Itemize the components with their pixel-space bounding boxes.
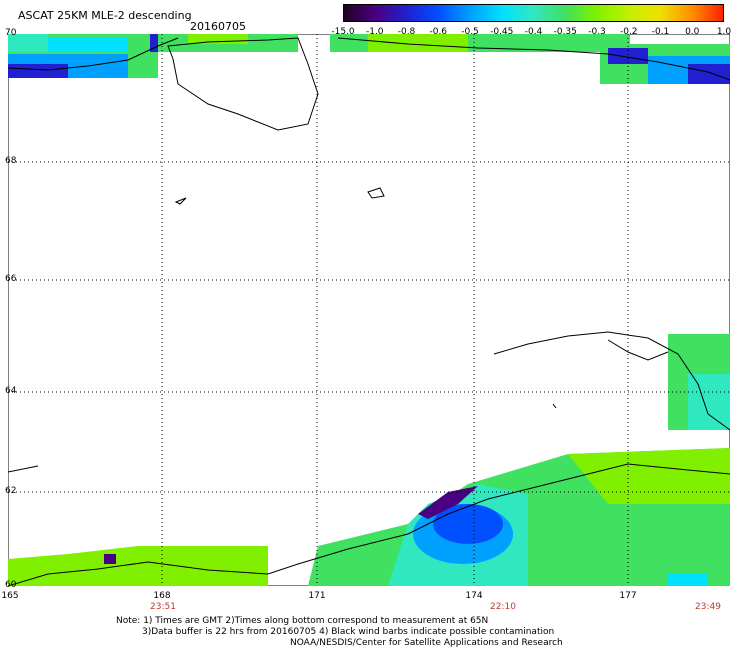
wind-swath-south xyxy=(8,448,730,586)
lat-label-64: 64 xyxy=(5,386,17,396)
colorbar-tick-label: -15.0 xyxy=(331,27,355,37)
map-panel xyxy=(8,34,730,586)
lon-label-171: 171 xyxy=(308,591,326,601)
colorbar-tick-label: -0.45 xyxy=(490,27,514,37)
wind-swath-east xyxy=(668,334,730,430)
coastlines xyxy=(8,37,730,586)
lon-label-168: 168 xyxy=(153,591,171,601)
colorbar-tick-label: -1.0 xyxy=(365,27,384,37)
colorbar-tick-label: -0.8 xyxy=(397,27,416,37)
wind-swath-northwest xyxy=(8,34,298,78)
wind-swath-northeast xyxy=(330,34,730,84)
colorbar-tick-label: -0.5 xyxy=(461,27,479,37)
lon-label-177: 177 xyxy=(619,591,637,601)
note-line-2: 3)Data buffer is 22 hrs from 20160705 4)… xyxy=(142,627,555,637)
time-label-1: 23:51 xyxy=(150,602,176,612)
map-date: 20160705 xyxy=(190,20,246,33)
lat-label-62: 62 xyxy=(5,486,17,496)
colorbar xyxy=(343,4,724,22)
map-canvas xyxy=(8,34,730,586)
lat-label-66: 66 xyxy=(5,274,17,284)
colorbar-labels: -15.0 -1.0 -0.8 -0.6 -0.5 -0.45 -0.4 -0.35 -0.3 -… xyxy=(331,27,732,39)
lon-label-165: 165 xyxy=(1,591,19,601)
colorbar-tick-label: 1.0 xyxy=(716,27,732,37)
colorbar-tick-label: 0.0 xyxy=(685,27,700,37)
colorbar-tick-label: -0.2 xyxy=(619,27,638,37)
colorbar-tick-label: -0.3 xyxy=(588,27,606,37)
note-line-1: Note: 1) Times are GMT 2)Times along bot… xyxy=(116,616,489,626)
colorbar-tick-label: -0.35 xyxy=(553,27,577,37)
note-line-3: NOAA/NESDIS/Center for Satellite Applica… xyxy=(290,638,563,648)
lon-label-174: 174 xyxy=(465,591,483,601)
colorbar-tick-label: -0.1 xyxy=(651,27,670,37)
time-label-2: 22:10 xyxy=(490,602,516,612)
lat-label-68: 68 xyxy=(5,156,17,166)
lat-label-60: 60 xyxy=(5,580,17,590)
colorbar-tick-label: -0.6 xyxy=(429,27,448,37)
graticule xyxy=(8,34,730,586)
colorbar-tick-label: -0.4 xyxy=(524,27,543,37)
lat-label-70: 70 xyxy=(5,28,17,38)
time-label-3: 23:49 xyxy=(695,602,721,612)
map-title: ASCAT 25KM MLE-2 descending xyxy=(18,9,192,22)
